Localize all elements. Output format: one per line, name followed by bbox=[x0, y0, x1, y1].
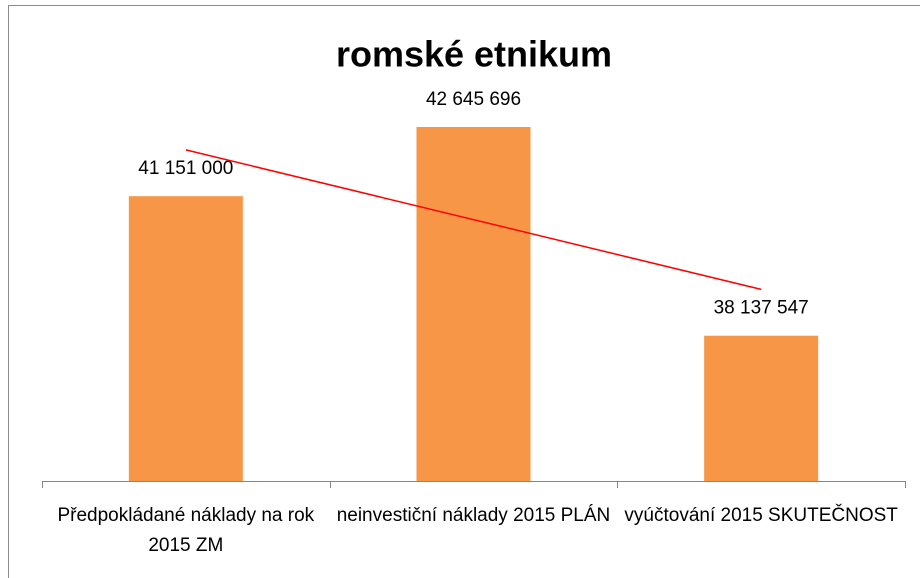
bar bbox=[416, 127, 531, 481]
x-tick-label: neinvestiční náklady 2015 PLÁN bbox=[336, 505, 611, 526]
data-label: 41 151 000 bbox=[138, 158, 233, 179]
trendline bbox=[185, 149, 762, 291]
bar bbox=[128, 196, 243, 482]
bar bbox=[704, 335, 819, 481]
chart-title: romské etnikum bbox=[336, 34, 612, 75]
x-tick-label: vyúčtování 2015 SKUTEČNOST bbox=[624, 505, 898, 526]
data-label: 38 137 547 bbox=[714, 298, 809, 319]
x-tick-label: Předpokládané náklady na rok 2015 ZM bbox=[57, 505, 315, 556]
data-label: 42 645 696 bbox=[426, 89, 521, 110]
